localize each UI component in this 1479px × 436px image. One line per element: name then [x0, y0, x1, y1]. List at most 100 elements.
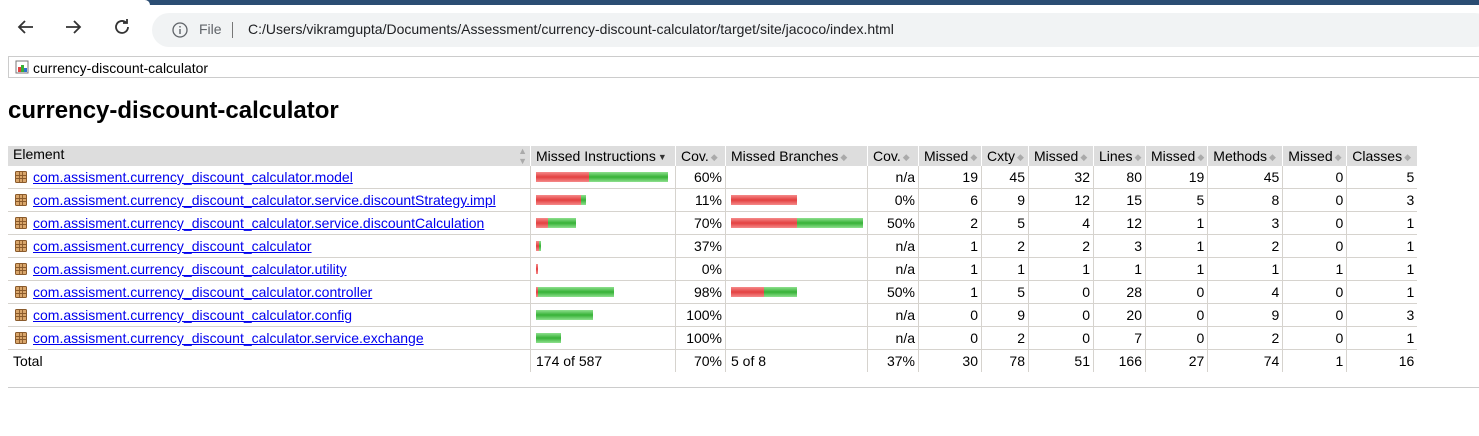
package-link[interactable]: com.assisment.currency_discount_calculat…	[33, 169, 353, 185]
header-missed-cxty[interactable]: Missed ◆	[918, 146, 982, 166]
lines-cell: 20	[1093, 303, 1146, 327]
missed-bar-segment	[731, 287, 764, 297]
missed-classes-cell: 0	[1282, 234, 1347, 258]
covered-bar-segment	[539, 241, 541, 251]
branch-coverage-bar	[731, 195, 864, 205]
missed-cxty-cell: 0	[918, 326, 982, 350]
file-scheme-label: File	[199, 21, 222, 37]
reload-button[interactable]	[107, 13, 137, 41]
header-classes[interactable]: Classes ◆	[1346, 146, 1418, 166]
package-icon	[15, 263, 27, 275]
total-missed-methods: 27	[1144, 349, 1208, 372]
methods-cell: 9	[1207, 303, 1283, 327]
missed-instructions-cell	[530, 166, 676, 189]
header-missed-classes[interactable]: Missed ◆	[1282, 146, 1347, 166]
table-row: com.assisment.currency_discount_calculat…	[8, 257, 1418, 281]
address-bar[interactable]: File C:/Users/vikramgupta/Documents/Asse…	[152, 13, 1479, 47]
header-branch-cov[interactable]: Cov. ◆	[867, 146, 919, 166]
package-link[interactable]: com.assisment.currency_discount_calculat…	[33, 307, 353, 323]
missed-cxty-cell: 1	[918, 257, 982, 281]
missed-branches-cell	[725, 257, 868, 281]
page-title: currency-discount-calculator	[8, 97, 339, 124]
missed-instructions-cell	[530, 280, 676, 304]
missed-methods-cell: 5	[1144, 188, 1208, 212]
package-link[interactable]: com.assisment.currency_discount_calculat…	[33, 238, 312, 254]
cxty-cell: 2	[981, 326, 1029, 350]
sort-icon: ◆	[1334, 151, 1342, 162]
header-element[interactable]: Element ▲ ▼	[8, 146, 531, 166]
element-cell: com.assisment.currency_discount_calculat…	[8, 303, 531, 327]
missed-classes-cell: 1	[1282, 257, 1347, 281]
header-missed-methods[interactable]: Missed ◆	[1144, 146, 1208, 166]
element-cell: com.assisment.currency_discount_calculat…	[8, 188, 531, 212]
table-row: com.assisment.currency_discount_calculat…	[8, 280, 1418, 304]
classes-cell: 1	[1346, 211, 1418, 235]
total-instructions: 174 of 587	[530, 349, 676, 372]
missed-classes-cell: 0	[1282, 326, 1347, 350]
url-text[interactable]: C:/Users/vikramgupta/Documents/Assessmen…	[248, 21, 894, 37]
missed-instructions-cell	[530, 326, 676, 350]
header-missed-branches[interactable]: Missed Branches ◆	[725, 146, 868, 166]
missed-lines-cell: 0	[1028, 280, 1094, 304]
classes-cell: 1	[1346, 280, 1418, 304]
sort-icon: ◆	[902, 151, 910, 162]
package-link[interactable]: com.assisment.currency_discount_calculat…	[33, 261, 347, 277]
missed-lines-cell: 32	[1028, 166, 1094, 189]
info-icon[interactable]	[172, 22, 188, 38]
missed-bar-segment	[536, 195, 581, 205]
package-link[interactable]: com.assisment.currency_discount_calculat…	[33, 215, 485, 231]
element-cell: com.assisment.currency_discount_calculat…	[8, 257, 531, 281]
package-link[interactable]: com.assisment.currency_discount_calculat…	[33, 192, 496, 208]
missed-methods-cell: 1	[1144, 211, 1208, 235]
back-button[interactable]	[11, 13, 41, 41]
header-instr-cov[interactable]: Cov. ◆	[675, 146, 726, 166]
total-methods: 74	[1207, 349, 1283, 372]
missed-branches-cell	[725, 188, 868, 212]
methods-cell: 2	[1207, 326, 1283, 350]
total-label: Total	[13, 353, 43, 369]
header-methods[interactable]: Methods ◆	[1207, 146, 1283, 166]
package-icon	[15, 240, 27, 252]
forward-button[interactable]	[58, 13, 88, 41]
instr-cov-cell: 98%	[675, 280, 726, 304]
lines-cell: 28	[1093, 280, 1146, 304]
header-missed-instructions[interactable]: Missed Instructions ▼	[530, 146, 676, 166]
package-icon	[15, 286, 27, 298]
missed-branches-cell	[725, 326, 868, 350]
arrow-left-icon	[17, 20, 33, 34]
missed-bar-segment	[536, 287, 538, 297]
missed-lines-cell: 0	[1028, 326, 1094, 350]
branch-cov-cell: n/a	[867, 326, 919, 350]
branch-cov-cell: 0%	[867, 188, 919, 212]
table-row: com.assisment.currency_discount_calculat…	[8, 326, 1418, 350]
package-link[interactable]: com.assisment.currency_discount_calculat…	[33, 330, 424, 346]
missed-instructions-cell	[530, 188, 676, 212]
instruction-coverage-bar	[536, 287, 672, 297]
package-link[interactable]: com.assisment.currency_discount_calculat…	[33, 284, 373, 300]
table-row: com.assisment.currency_discount_calculat…	[8, 303, 1418, 327]
missed-instructions-cell	[530, 234, 676, 258]
sort-icon: ◆	[1017, 151, 1024, 162]
cxty-cell: 9	[981, 303, 1029, 327]
header-cxty[interactable]: Cxty ◆	[981, 146, 1029, 166]
missed-bar-segment	[536, 264, 538, 274]
instr-cov-cell: 70%	[675, 211, 726, 235]
header-missed-lines[interactable]: Missed ◆	[1028, 146, 1094, 166]
footer-divider	[8, 387, 1479, 388]
instruction-coverage-bar	[536, 264, 672, 274]
missed-cxty-cell: 2	[918, 211, 982, 235]
cxty-cell: 1	[981, 257, 1029, 281]
sort-icon: ▲ ▼	[518, 146, 527, 166]
header-lines[interactable]: Lines ◆	[1093, 146, 1146, 166]
instr-cov-cell: 11%	[675, 188, 726, 212]
missed-branches-cell	[725, 303, 868, 327]
instr-cov-cell: 0%	[675, 257, 726, 281]
missed-lines-cell: 4	[1028, 211, 1094, 235]
table-row: com.assisment.currency_discount_calculat…	[8, 166, 1418, 189]
table-row: com.assisment.currency_discount_calculat…	[8, 188, 1418, 212]
missed-lines-cell: 2	[1028, 234, 1094, 258]
lines-cell: 80	[1093, 166, 1146, 189]
lines-cell: 7	[1093, 326, 1146, 350]
element-cell: com.assisment.currency_discount_calculat…	[8, 166, 531, 189]
element-cell: com.assisment.currency_discount_calculat…	[8, 326, 531, 350]
